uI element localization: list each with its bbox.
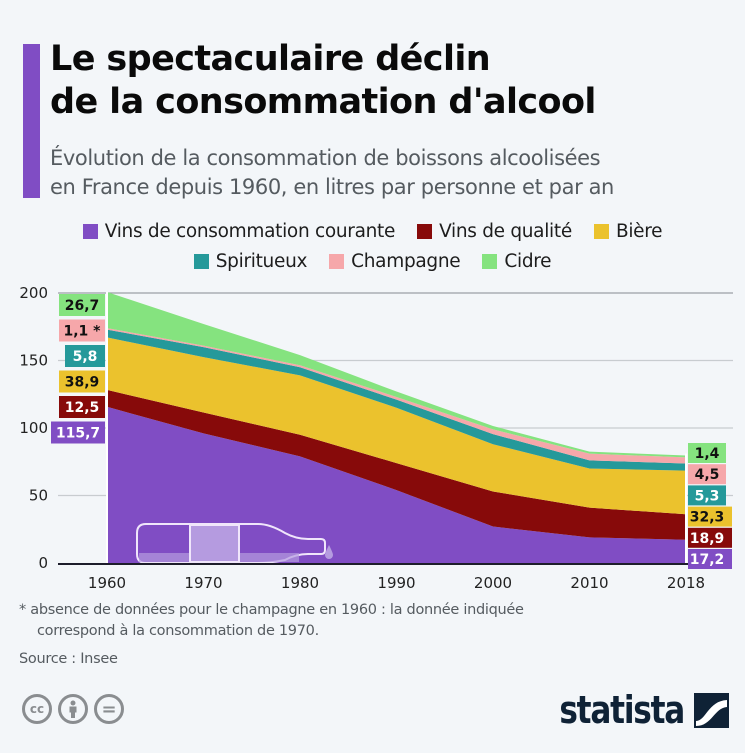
value-label-1960: 26,7: [65, 298, 100, 314]
legend-swatch: [593, 223, 609, 239]
legend-item-cidre: Cidre: [482, 250, 552, 272]
x-tick-label: 1970: [184, 574, 222, 592]
legend-swatch: [482, 253, 498, 269]
legend-label: Cidre: [504, 250, 552, 272]
subtitle-line-2: en France depuis 1960, en litres par per…: [50, 175, 614, 199]
stacked-area-chart: 0 50 100 150 200 1960 1970 1980 1990 2000 2010 2018…: [19, 284, 733, 592]
value-label-box-2018: [688, 527, 732, 548]
axes: 0 50 100 150 200 1960 1970 1980 1990 2000 2010 2018: [19, 284, 715, 592]
value-label-2018: 18,9: [690, 531, 725, 547]
legend-label: Bière: [615, 220, 663, 242]
brand-name: statista: [559, 688, 685, 732]
value-label-2018: 1,4: [695, 446, 720, 462]
x-tick-label: 2018: [667, 574, 705, 592]
footnote-line-2: correspond à la consommation de 1970.: [37, 623, 319, 639]
value-label-2018: 5,3: [695, 488, 720, 504]
title-line-1: Le spectaculaire déclin: [50, 39, 491, 79]
bottle-icon: [136, 523, 326, 564]
value-label-box-1960: [65, 345, 105, 367]
x-tick-label: 1990: [377, 574, 415, 592]
legend-item-champagne: Champagne: [329, 250, 461, 272]
x-tick-label: 2010: [570, 574, 608, 592]
x-tick-label: 1960: [88, 574, 126, 592]
y-tick-label: 150: [19, 352, 48, 370]
chart-title: Le spectaculaire déclin de la consommati…: [50, 38, 596, 124]
legend-item-biere: Bière: [593, 220, 663, 242]
value-label-1960: 115,7: [56, 426, 100, 442]
statista-mark-icon: [694, 692, 729, 728]
source: Source : Insee: [19, 651, 118, 667]
value-label-1960: 38,9: [65, 375, 100, 391]
value-labels: 26,7 1,1 * 5,8 38,9 12,5 115,7 1,4 4,5 5,3 32,3 18…: [51, 294, 732, 569]
value-label-1960: 1,1 *: [64, 324, 102, 340]
value-label-1960: 12,5: [65, 400, 100, 416]
title-line-2: de la consommation d'alcool: [50, 82, 596, 122]
value-label-2018: 4,5: [695, 467, 720, 483]
y-tick-label: 50: [29, 487, 48, 505]
value-label-box-2018: [688, 549, 732, 569]
value-label-box-2018: [688, 443, 726, 463]
x-tick-label: 2000: [474, 574, 512, 592]
legend-label: Vins de consommation courante: [104, 220, 396, 242]
legend-row-2: Spiritueux Champagne Cidre: [0, 246, 745, 276]
x-tick-label: 1980: [281, 574, 319, 592]
subtitle-line-1: Évolution de la consommation de boissons…: [50, 146, 601, 170]
value-label-1960: 5,8: [73, 349, 98, 365]
value-label-box-1960: [59, 294, 105, 316]
title-accent-bar: [23, 44, 40, 198]
wine-drop-icon: [325, 545, 333, 559]
value-label-box-2018: [688, 464, 726, 485]
area-spiritueux: [107, 329, 686, 471]
value-label-2018: 17,2: [690, 552, 725, 568]
value-label-box-1960: [59, 370, 105, 393]
bottle-label: [189, 524, 240, 563]
wine-bottle-illustration: [136, 523, 333, 564]
legend-row-1: Vins de consommation courante Vins de qu…: [0, 216, 745, 246]
legend-item-vins-qualite: Vins de qualité: [417, 221, 572, 242]
license-icons: cc =: [22, 694, 124, 724]
footnote: * absence de données pour le champagne e…: [19, 600, 524, 642]
area-biere: [107, 337, 686, 515]
value-label-box-1960: [59, 396, 105, 418]
area-vins_qualite: [107, 389, 686, 540]
footnote-line-1: * absence de données pour le champagne e…: [19, 602, 524, 618]
legend-label: Vins de qualité: [439, 220, 572, 242]
legend-item-vins-courante: Vins de consommation courante: [82, 220, 396, 242]
legend-label: Spiritueux: [215, 250, 308, 272]
value-label-box-2018: [688, 485, 726, 506]
legend-swatch: [417, 223, 433, 239]
value-label-2018: 32,3: [690, 510, 725, 526]
no-derivatives-icon[interactable]: =: [94, 694, 124, 724]
legend-swatch: [329, 253, 345, 269]
legend-item-spiritueux: Spiritueux: [193, 250, 308, 272]
y-tick-label: 0: [38, 554, 48, 572]
attribution-icon[interactable]: [58, 694, 88, 724]
legend: Vins de consommation courante Vins de qu…: [0, 216, 745, 276]
legend-swatch: [82, 223, 98, 239]
y-tick-label: 200: [19, 284, 48, 302]
y-tick-label: 100: [19, 419, 48, 437]
legend-label: Champagne: [351, 250, 461, 272]
statista-logo[interactable]: statista: [532, 688, 729, 732]
cc-icon[interactable]: cc: [22, 694, 52, 724]
legend-swatch: [193, 253, 209, 269]
value-label-box-1960: [51, 421, 105, 444]
chart-subtitle: Évolution de la consommation de boissons…: [50, 144, 614, 202]
person-icon: [69, 700, 77, 718]
value-label-box-1960: [59, 319, 105, 342]
value-label-box-2018: [688, 506, 732, 527]
